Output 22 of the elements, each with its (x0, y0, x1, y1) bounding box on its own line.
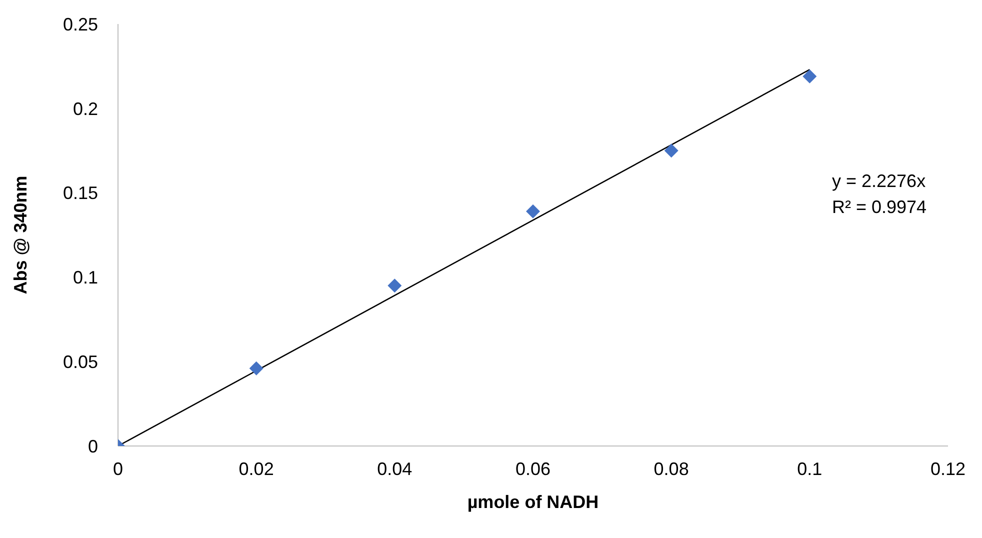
point (664, 144, 678, 158)
x-tick-label: 0.02 (238, 458, 274, 479)
x-tick-label: 0.12 (930, 458, 966, 479)
y-tick-label: 0.2 (72, 98, 98, 119)
y-tick-label: 0.05 (62, 352, 98, 372)
x-tick-label: 0 (112, 458, 124, 479)
y-axis-title: Abs @ 340nm (10, 176, 30, 294)
x-tick-label: 0.04 (377, 458, 412, 479)
point (526, 204, 540, 218)
point (388, 278, 402, 293)
x-axis-title: µmole of NADH (467, 492, 599, 512)
y-tick-label: 0.15 (62, 183, 98, 204)
point (249, 361, 264, 376)
x-tick-label: 0.06 (515, 458, 551, 479)
y-tick-label: 0.1 (72, 268, 98, 288)
x-tick-label: 0.1 (797, 458, 822, 479)
y-tick-label: 0 (88, 436, 98, 456)
annotation: R² = 0.9974 (832, 196, 927, 219)
point (802, 69, 817, 84)
annotation: y = 2.2276x (832, 170, 927, 193)
y-tick-label: 0.25 (62, 14, 98, 34)
x-tick-label: 0.08 (654, 458, 689, 479)
